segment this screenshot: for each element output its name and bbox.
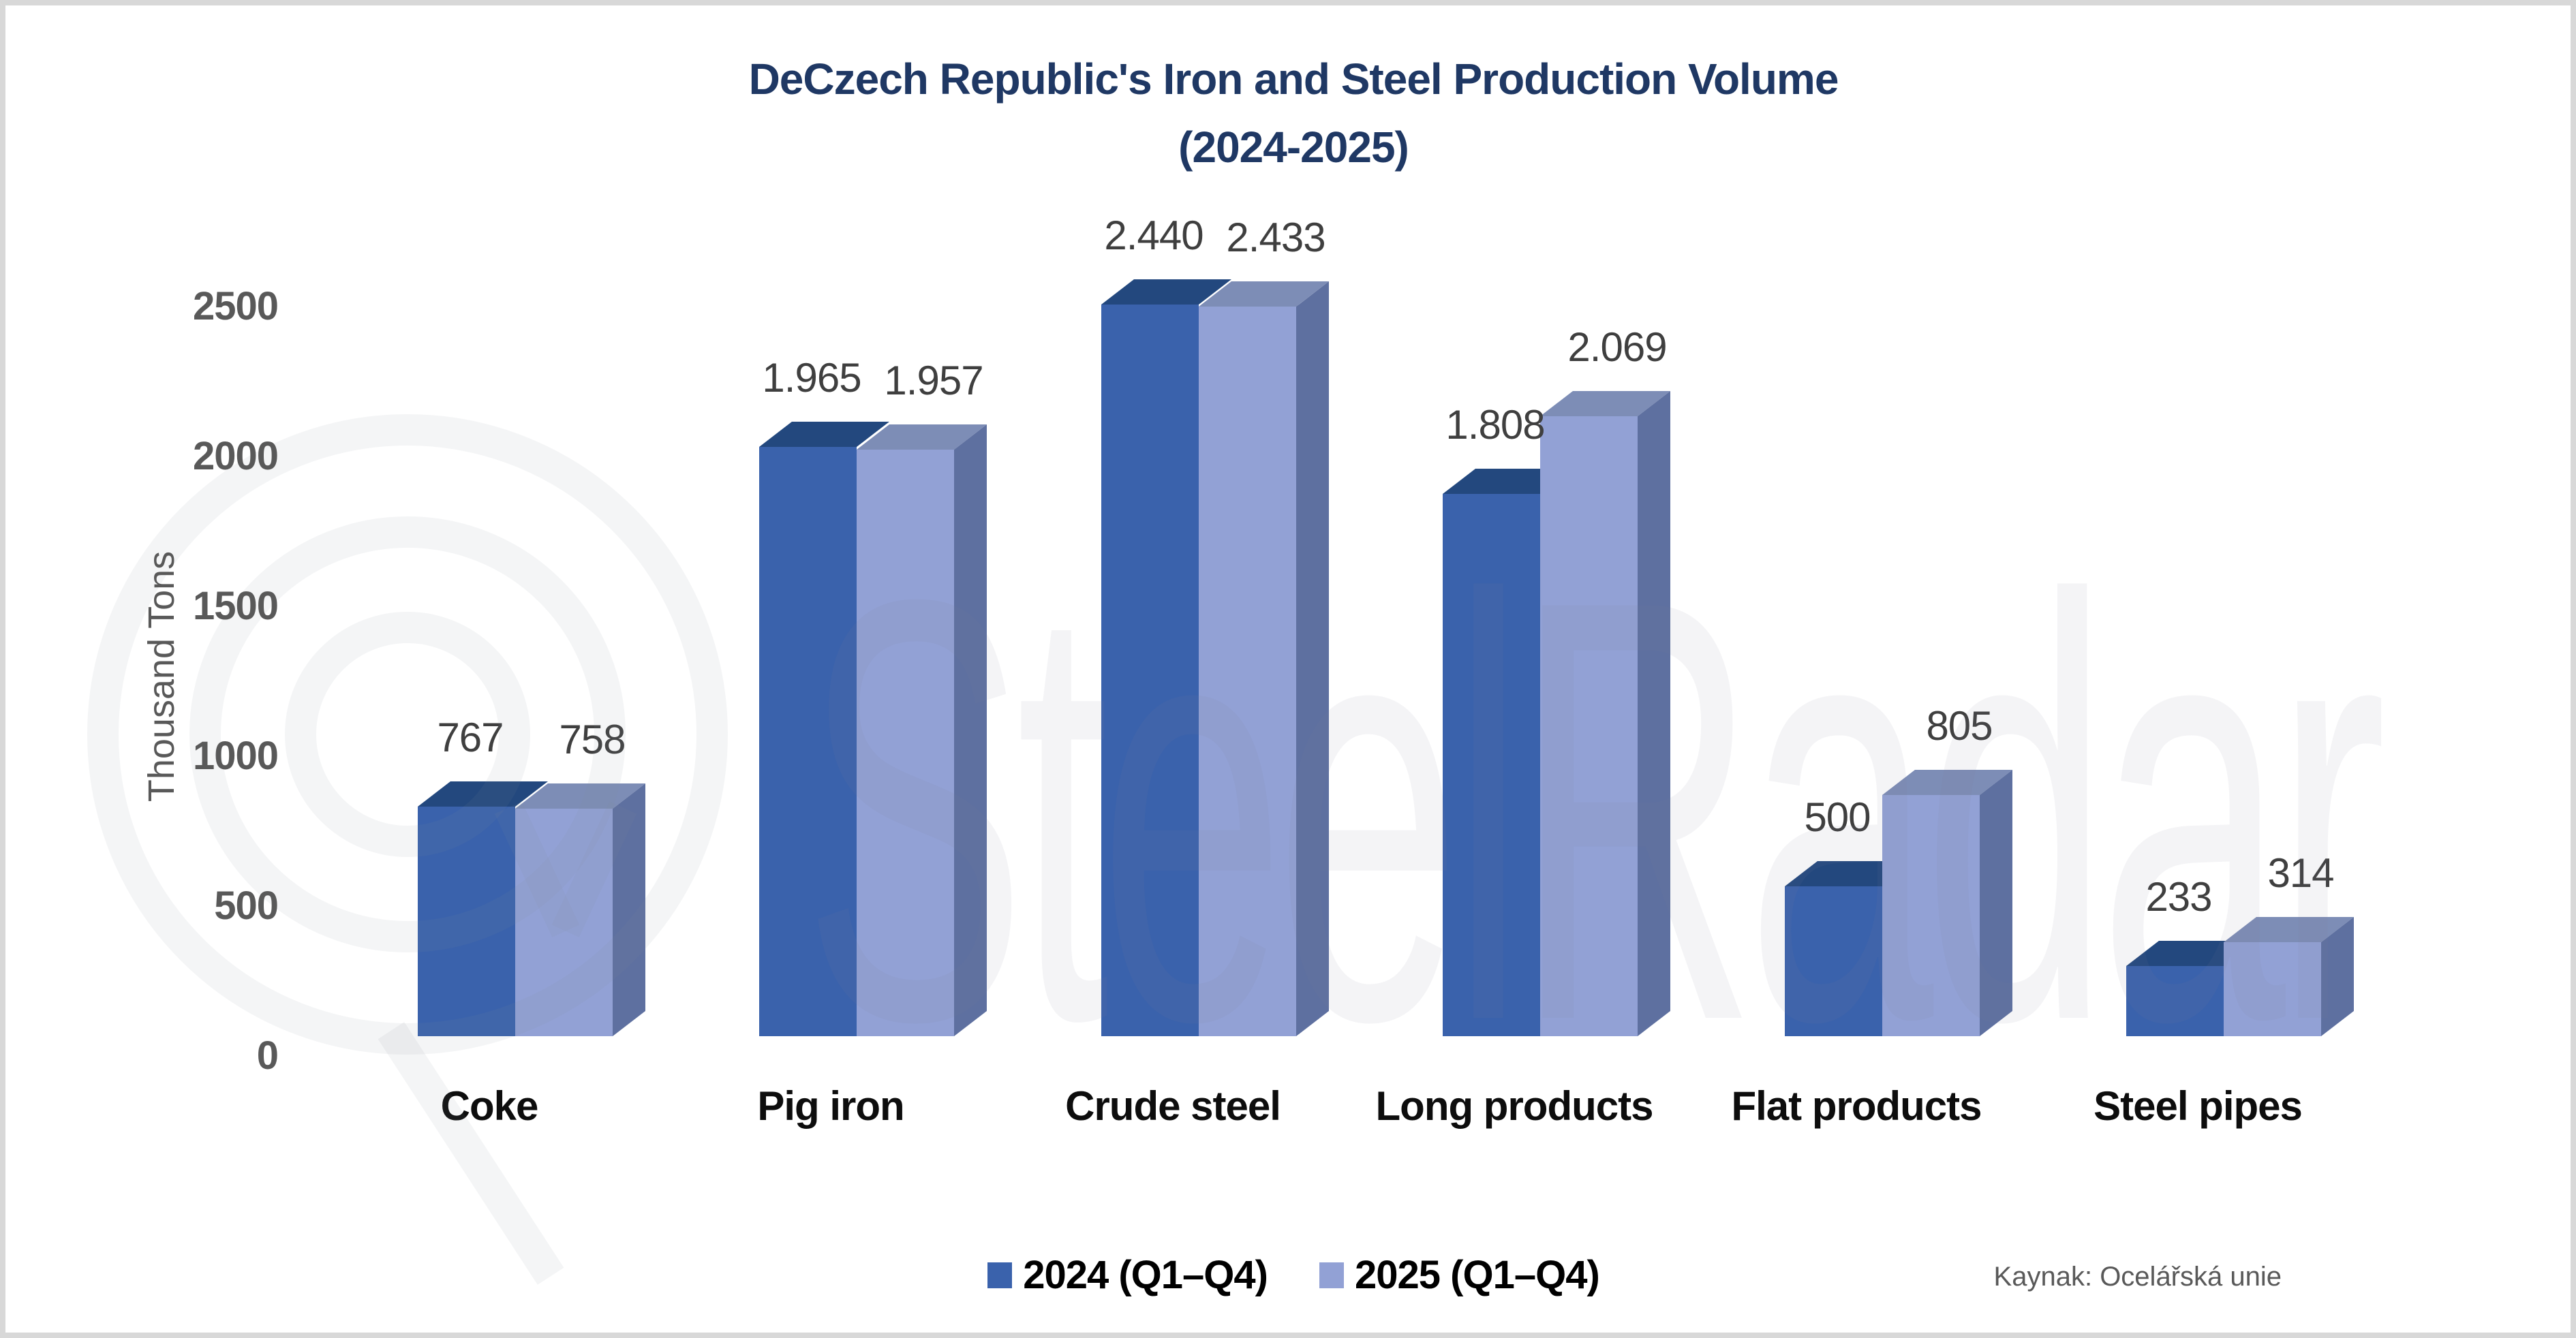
- value-label-2024-pig-iron: 1.965: [762, 355, 861, 401]
- legend-label-2024: 2024 (Q1–Q4): [1023, 1253, 1268, 1297]
- bar-2025-long-products-side-face: [1638, 391, 1670, 1036]
- bar-2025-long-products: [1540, 416, 1638, 1036]
- value-label-2025-steel-pipes: 314: [2267, 850, 2334, 896]
- legend-item-2025: 2025 (Q1–Q4): [1319, 1253, 1600, 1297]
- chart-title: DeCzech Republic's Iron and Steel Produc…: [5, 45, 2571, 181]
- bar-2025-crude-steel: [1199, 307, 1296, 1036]
- plot-area: 767 758 Coke 1.965 1.957 Pig iron 2.440 2.433 Cr…: [5, 5, 2571, 1333]
- value-label-2025-long-products: 2.069: [1567, 324, 1667, 370]
- value-label-2024-coke: 767: [437, 715, 504, 760]
- bar-2025-coke-side-face: [613, 783, 645, 1036]
- value-label-2024-steel-pipes: 233: [2145, 874, 2212, 920]
- bar-2024-pig-iron: [759, 447, 857, 1036]
- bar-2024-crude-steel: [1101, 305, 1199, 1036]
- legend-item-2024: 2024 (Q1–Q4): [987, 1255, 1268, 1296]
- y-tick-2500: 2500: [192, 284, 279, 328]
- value-label-2025-flat-products: 805: [1926, 703, 1993, 749]
- legend-swatch-2025: [1319, 1262, 1344, 1288]
- bar-2024-steel-pipes: [2126, 966, 2224, 1036]
- value-label-2024-long-products: 1.808: [1445, 402, 1545, 448]
- category-label-long-products: Long products: [1375, 1083, 1654, 1129]
- y-tick-1000: 1000: [192, 734, 279, 778]
- bar-2025-coke: [515, 809, 613, 1036]
- legend-label-2025: 2025 (Q1–Q4): [1355, 1253, 1600, 1297]
- bar-2025-flat-products-side-face: [1980, 770, 2012, 1036]
- y-axis-title: Thousand Tons: [141, 550, 182, 803]
- bar-2024-coke: [418, 807, 515, 1036]
- chart-title-line2: (2024-2025): [1178, 123, 1409, 172]
- legend: 2024 (Q1–Q4) 2025 (Q1–Q4): [5, 1253, 2571, 1297]
- value-label-2024-flat-products: 500: [1804, 794, 1871, 840]
- bar-2025-crude-steel-side-face: [1296, 281, 1329, 1037]
- legend-swatch-2024: [987, 1262, 1013, 1288]
- y-tick-1500: 1500: [192, 584, 279, 628]
- category-label-pig-iron: Pig iron: [757, 1083, 904, 1129]
- y-tick-500: 500: [214, 884, 279, 928]
- source-note: Kaynak: Ocelářská unie: [1993, 1262, 2282, 1292]
- bar-2025-steel-pipes: [2224, 942, 2321, 1036]
- bar-2024-long-products: [1443, 494, 1540, 1036]
- value-label-2025-coke: 758: [559, 717, 626, 762]
- value-label-2025-crude-steel: 2.433: [1226, 215, 1325, 260]
- bar-2025-pig-iron-side-face: [954, 424, 987, 1036]
- category-label-steel-pipes: Steel pipes: [2094, 1083, 2303, 1129]
- chart-title-line1: DeCzech Republic's Iron and Steel Produc…: [748, 55, 1839, 104]
- value-label-2024-crude-steel: 2.440: [1104, 213, 1203, 258]
- bar-2024-flat-products: [1785, 886, 1882, 1036]
- y-tick-0: 0: [256, 1033, 279, 1078]
- y-tick-2000: 2000: [192, 434, 279, 478]
- category-label-flat-products: Flat products: [1731, 1083, 1982, 1129]
- value-label-2025-pig-iron: 1.957: [884, 358, 983, 403]
- bar-2025-pig-iron: [857, 450, 954, 1036]
- category-label-coke: Coke: [440, 1083, 539, 1129]
- category-label-crude-steel: Crude steel: [1065, 1083, 1281, 1129]
- bar-2025-flat-products: [1882, 795, 1980, 1036]
